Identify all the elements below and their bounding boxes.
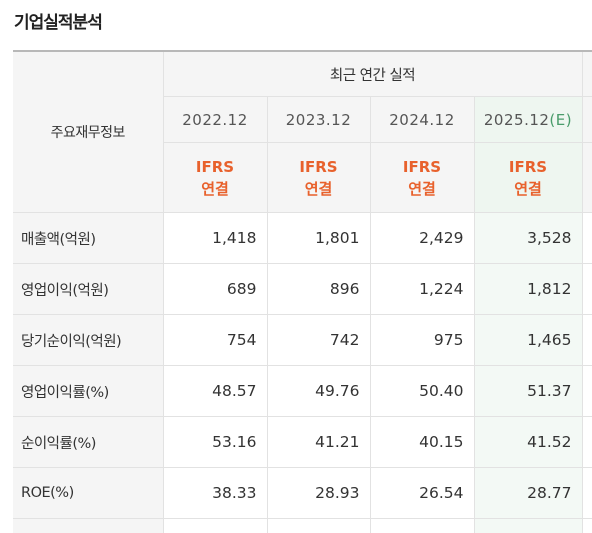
cell-value: 28.77	[474, 468, 582, 519]
table-row: 매출액(억원) 1,418 1,801 2,429 3,528	[13, 213, 592, 264]
row-label[interactable]: 매출액(억원)	[13, 213, 163, 264]
cell-partial	[163, 519, 267, 533]
cell-value: 689	[163, 264, 267, 315]
cell-value: 26.54	[370, 468, 474, 519]
cell-value: 1,465	[474, 315, 582, 366]
extra-cell	[582, 264, 592, 315]
extra-column-ifrs	[582, 143, 592, 213]
group-header: 최근 연간 실적	[163, 51, 582, 97]
row-label-partial	[13, 519, 163, 533]
extra-column-year	[582, 97, 592, 143]
row-label[interactable]: ROE(%)	[13, 468, 163, 519]
cell-partial	[267, 519, 370, 533]
table-row: 영업이익률(%) 48.57 49.76 50.40 51.37	[13, 366, 592, 417]
extra-cell	[582, 213, 592, 264]
extra-cell	[582, 315, 592, 366]
cell-partial	[474, 519, 582, 533]
table-row: 영업이익(억원) 689 896 1,224 1,812	[13, 264, 592, 315]
cell-value: 754	[163, 315, 267, 366]
table-row: 순이익률(%) 53.16 41.21 40.15 41.52	[13, 417, 592, 468]
cell-value: 742	[267, 315, 370, 366]
extra-cell	[582, 417, 592, 468]
cell-value: 3,528	[474, 213, 582, 264]
row-label[interactable]: 순이익률(%)	[13, 417, 163, 468]
corner-label: 주요재무정보	[13, 51, 163, 213]
cell-value: 38.33	[163, 468, 267, 519]
row-label[interactable]: 영업이익(억원)	[13, 264, 163, 315]
cell-value: 41.21	[267, 417, 370, 468]
table-row: ROE(%) 38.33 28.93 26.54 28.77	[13, 468, 592, 519]
cell-value: 53.16	[163, 417, 267, 468]
extra-cell	[582, 366, 592, 417]
row-label[interactable]: 당기순이익(억원)	[13, 315, 163, 366]
cell-value: 1,224	[370, 264, 474, 315]
section-title: 기업실적분석	[14, 8, 102, 33]
cell-value: 1,418	[163, 213, 267, 264]
extra-cell	[582, 468, 592, 519]
cell-partial	[370, 519, 474, 533]
row-label[interactable]: 영업이익률(%)	[13, 366, 163, 417]
estimate-marker: (E)	[549, 111, 572, 129]
cell-value: 51.37	[474, 366, 582, 417]
cell-value: 896	[267, 264, 370, 315]
table-row-partial	[13, 519, 592, 533]
financial-table: 주요재무정보 최근 연간 실적 2022.12 2023.12 2024.12 …	[13, 50, 592, 533]
cell-value: 49.76	[267, 366, 370, 417]
extra-column-header	[582, 51, 592, 97]
cell-partial	[582, 519, 592, 533]
table-row: 당기순이익(억원) 754 742 975 1,465	[13, 315, 592, 366]
cell-value: 1,801	[267, 213, 370, 264]
year-header[interactable]: 2023.12	[267, 97, 370, 143]
year-header[interactable]: 2022.12	[163, 97, 267, 143]
cell-value: 975	[370, 315, 474, 366]
cell-value: 1,812	[474, 264, 582, 315]
year-header-estimate[interactable]: 2025.12(E)	[474, 97, 582, 143]
cell-value: 48.57	[163, 366, 267, 417]
year-header[interactable]: 2024.12	[370, 97, 474, 143]
cell-value: 50.40	[370, 366, 474, 417]
cell-value: 40.15	[370, 417, 474, 468]
cell-value: 41.52	[474, 417, 582, 468]
cell-value: 28.93	[267, 468, 370, 519]
cell-value: 2,429	[370, 213, 474, 264]
